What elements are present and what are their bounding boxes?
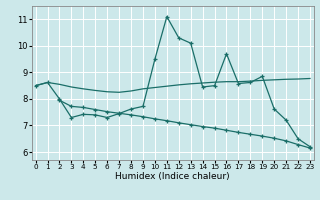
X-axis label: Humidex (Indice chaleur): Humidex (Indice chaleur) xyxy=(116,172,230,181)
